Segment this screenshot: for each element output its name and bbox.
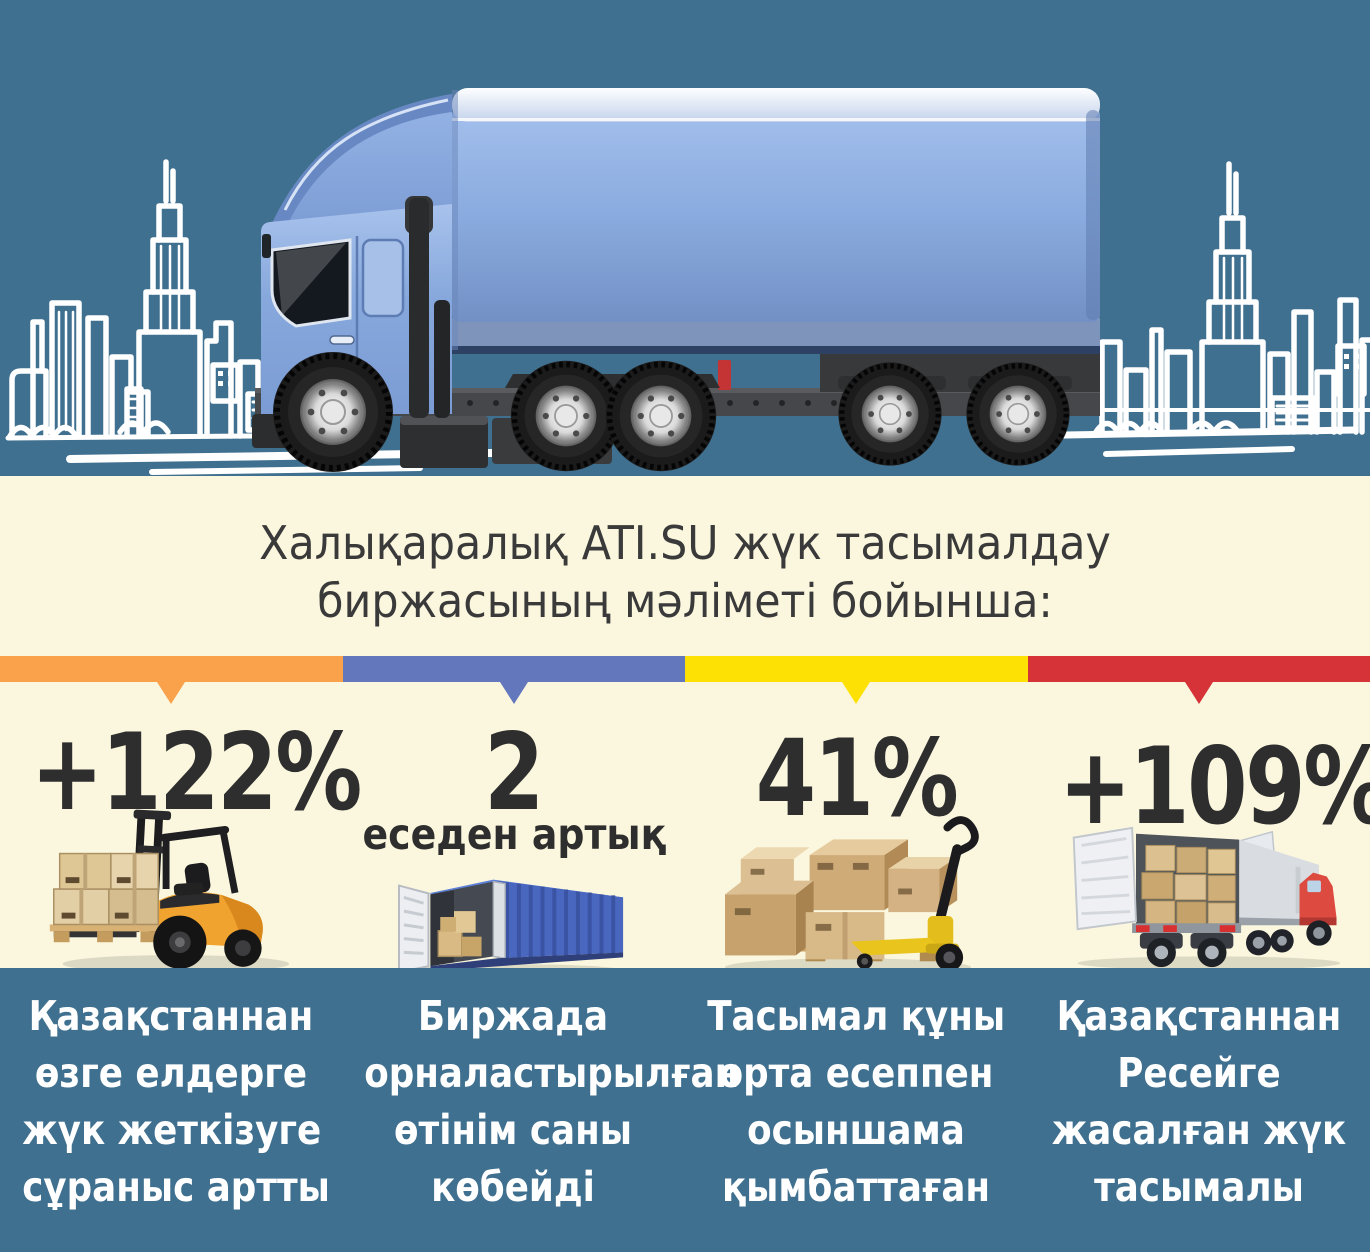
stat-unit-requests: еседен артық <box>362 810 667 860</box>
caption-line: Биржада <box>417 992 609 1040</box>
caption-cost: Тасымал құны орта есеппен осыншама қымба… <box>707 988 1005 1216</box>
stat-value-cost: 41% <box>755 717 959 840</box>
loaded-truck-rear-illustration <box>1072 826 1341 970</box>
exhaust-stacks <box>405 196 450 418</box>
caption-line: өзге елдерге <box>34 1049 308 1097</box>
caption-line: Ресейге <box>1117 1049 1281 1097</box>
stat-column-cost: 41% <box>685 476 1027 977</box>
title-line-1: Халықаралық ATI.SU жүк тасымалдау <box>259 516 1111 570</box>
truck-and-skyline-illustration <box>5 88 1370 475</box>
color-divider-bar <box>0 656 1370 704</box>
stat-value-russia: +109% <box>1058 725 1370 848</box>
caption-line: тасымалы <box>1094 1163 1304 1211</box>
caption-line: Қазақстаннан <box>1056 992 1342 1040</box>
stat-column-demand: +122% <box>0 476 363 973</box>
caption-russia: Қазақстаннан Ресейге жасалған жүк тасыма… <box>1050 988 1348 1216</box>
caption-line: осыншама <box>747 1106 965 1154</box>
bar-segment-orange <box>0 656 343 704</box>
caption-demand: Қазақстаннан өзге елдерге жүк жеткізуге … <box>22 988 330 1216</box>
trailer-box <box>452 88 1100 354</box>
stat-column-russia: +109% <box>1028 476 1370 970</box>
caption-line: жасалған жүк <box>1051 1106 1347 1154</box>
hero-section <box>0 0 1370 476</box>
caption-line: Қазақстаннан <box>28 992 314 1040</box>
forklift-with-boxes-illustration <box>49 809 290 973</box>
blue-semi-truck <box>252 88 1100 472</box>
captions-section: Қазақстаннан өзге елдерге жүк жеткізуге … <box>0 968 1370 1252</box>
caption-line: өтінім саны <box>394 1106 632 1154</box>
stat-value-requests: 2 <box>483 711 544 834</box>
caption-line: орта есеппен <box>718 1049 994 1097</box>
caption-line: көбейді <box>431 1163 595 1211</box>
open-container-illustration <box>397 879 624 976</box>
caption-requests: Биржада орналастырылған өтінім саны көбе… <box>364 988 740 1216</box>
title-line-2: биржасының мәліметі бойынша: <box>317 574 1053 628</box>
caption-line: жүк жеткізуге <box>22 1106 322 1154</box>
bar-segment-yellow <box>685 656 1028 704</box>
stat-column-requests: 2 еседен артық <box>342 476 684 976</box>
boxes-and-pallet-jack-illustration <box>725 816 979 977</box>
stat-value-demand: +122% <box>30 711 363 834</box>
caption-line: Тасымал құны <box>707 992 1006 1040</box>
stats-section: Халықаралық ATI.SU жүк тасымалдау биржас… <box>0 476 1370 977</box>
caption-line: орналастырылған <box>364 1049 740 1097</box>
bar-segment-red <box>1027 656 1370 704</box>
caption-line: сұраныс артты <box>22 1163 330 1211</box>
caption-line: қымбаттаған <box>721 1163 991 1211</box>
bar-segment-blue <box>342 656 685 704</box>
page-title: Халықаралық ATI.SU жүк тасымалдау биржас… <box>48 514 1322 630</box>
